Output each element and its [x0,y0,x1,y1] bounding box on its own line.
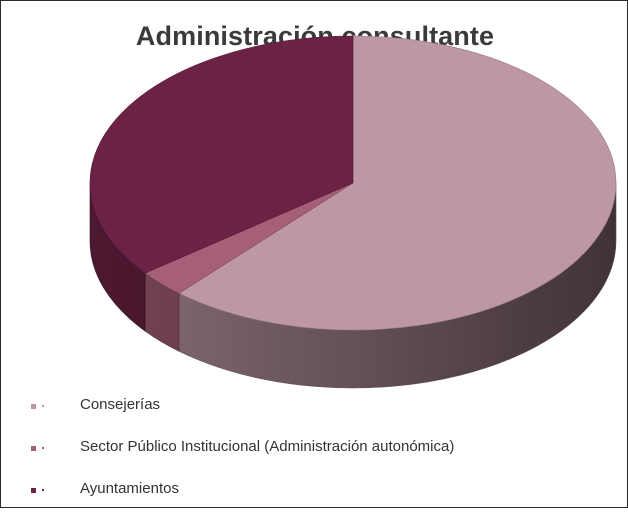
legend-label: Consejerías [80,396,161,413]
bullet-icon [42,405,44,407]
legend-swatch [31,404,36,409]
bullet-icon [42,489,44,491]
legend-label: Ayuntamientos [80,480,179,497]
legend-label: Sector Público Institucional (Administra… [80,438,455,455]
legend-swatch [31,446,36,451]
pie-chart [89,35,617,389]
legend-swatch [31,488,36,493]
pie-slice-2 [89,35,354,274]
bullet-icon [42,447,44,449]
chart-frame: Administración consultante Consejerías Se… [0,0,628,508]
pie-slice-0 [178,35,617,331]
